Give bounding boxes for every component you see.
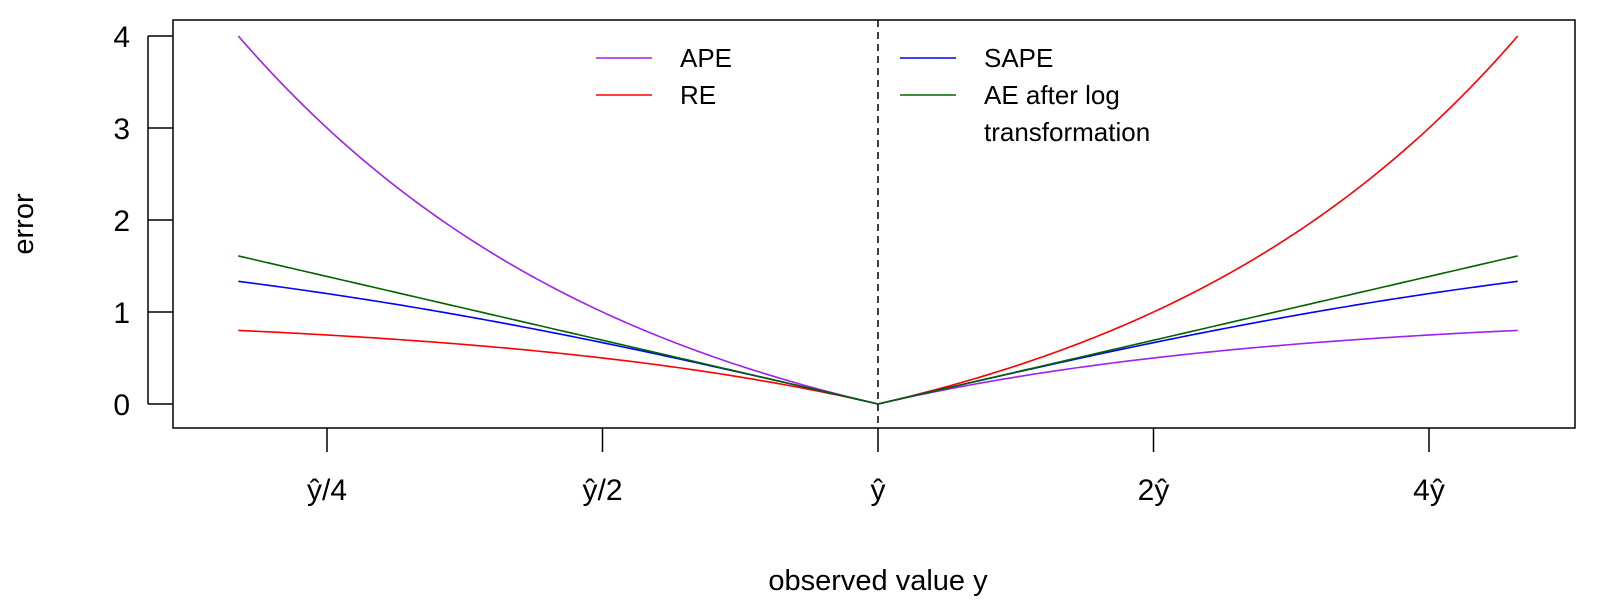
y-tick-label: 3 [113,113,130,146]
legend-label: transformation [984,117,1150,147]
legend: APE RE SAPE AE after log transformation [596,43,1150,147]
legend-label: APE [680,43,732,73]
x-tick-label: ŷ/2 [582,474,622,507]
y-tick-label: 0 [113,389,130,422]
y-tick-label: 2 [113,205,130,238]
x-axis: ŷ/4 ŷ/2 ŷ 2ŷ 4ŷ [307,428,1445,507]
x-tick-label: ŷ [871,474,886,507]
legend-label: RE [680,80,716,110]
series-layer [237,35,1519,405]
x-tick-label: 4ŷ [1413,474,1445,507]
x-tick-label: 2ŷ [1138,474,1170,507]
y-tick-label: 4 [113,21,130,54]
legend-label: SAPE [984,43,1053,73]
legend-label: AE after log [984,80,1120,110]
y-tick-label: 1 [113,297,130,330]
series-line-ae-after-log-transformation [238,255,1518,405]
x-tick-label: ŷ/4 [307,474,347,507]
plot-frame [172,19,1576,429]
y-axis-label: error [8,193,40,255]
y-axis: 0 1 2 3 4 [113,21,173,422]
x-axis-label: observed value y [768,565,988,597]
